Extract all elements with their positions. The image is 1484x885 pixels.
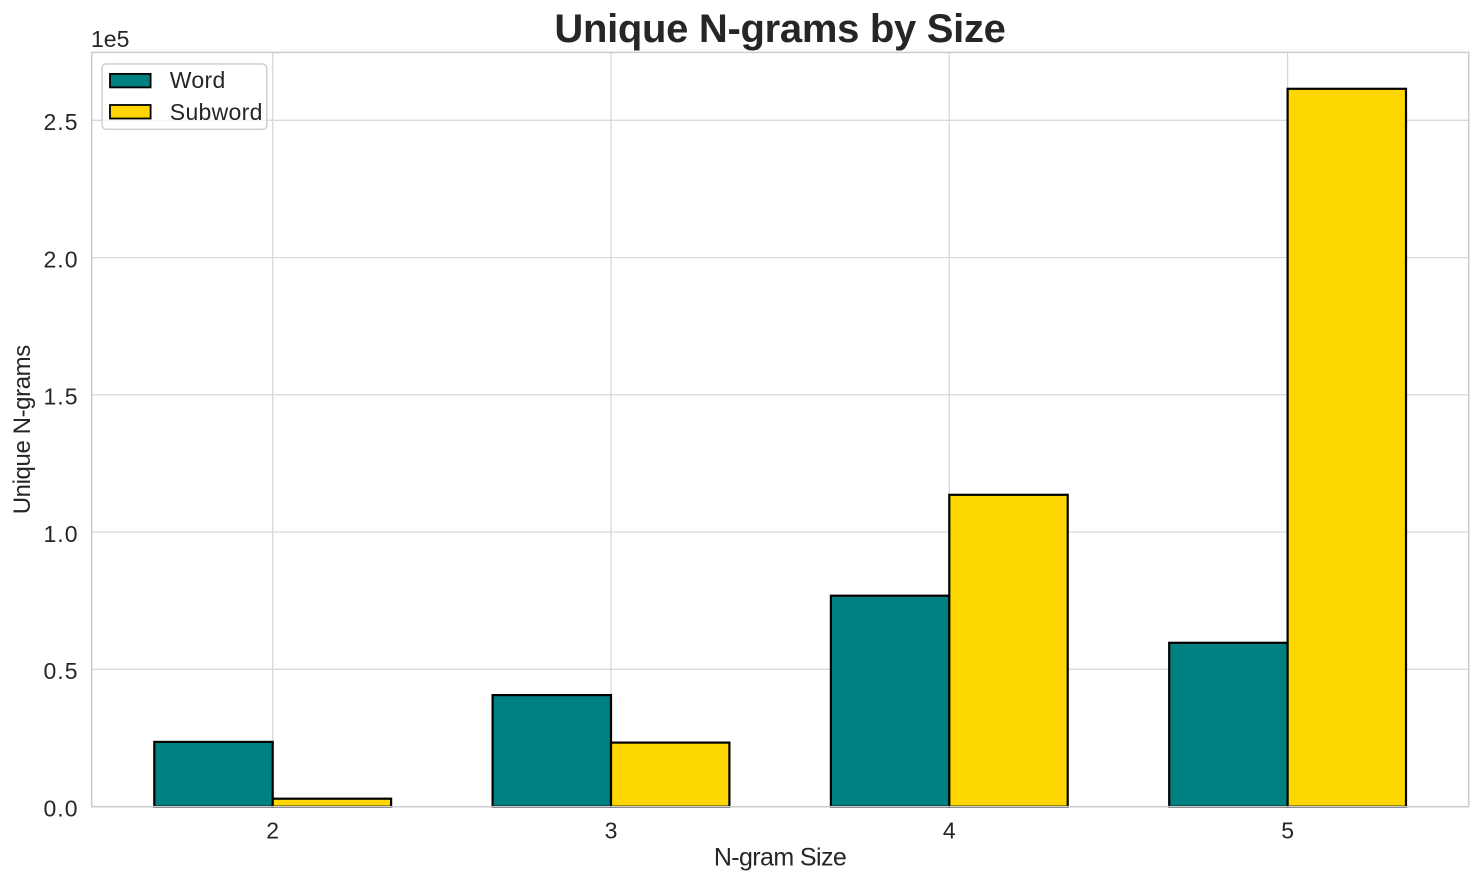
svg-text:Unique N-grams: Unique N-grams — [9, 345, 36, 515]
svg-text:2.5: 2.5 — [44, 109, 79, 135]
svg-text:1.5: 1.5 — [44, 384, 79, 410]
svg-text:3: 3 — [605, 818, 618, 844]
svg-text:Unique N-grams by Size: Unique N-grams by Size — [554, 7, 1005, 51]
svg-text:2.0: 2.0 — [44, 247, 79, 273]
svg-text:Subword: Subword — [170, 99, 263, 125]
svg-text:5: 5 — [1281, 818, 1294, 844]
svg-text:1.0: 1.0 — [44, 521, 79, 547]
svg-text:N-gram Size: N-gram Size — [714, 844, 846, 872]
svg-text:1e5: 1e5 — [91, 26, 129, 52]
svg-text:0.5: 0.5 — [44, 658, 79, 684]
svg-text:4: 4 — [943, 818, 956, 844]
svg-text:Word: Word — [170, 67, 226, 93]
svg-text:0.0: 0.0 — [44, 796, 79, 822]
svg-text:2: 2 — [266, 818, 279, 844]
